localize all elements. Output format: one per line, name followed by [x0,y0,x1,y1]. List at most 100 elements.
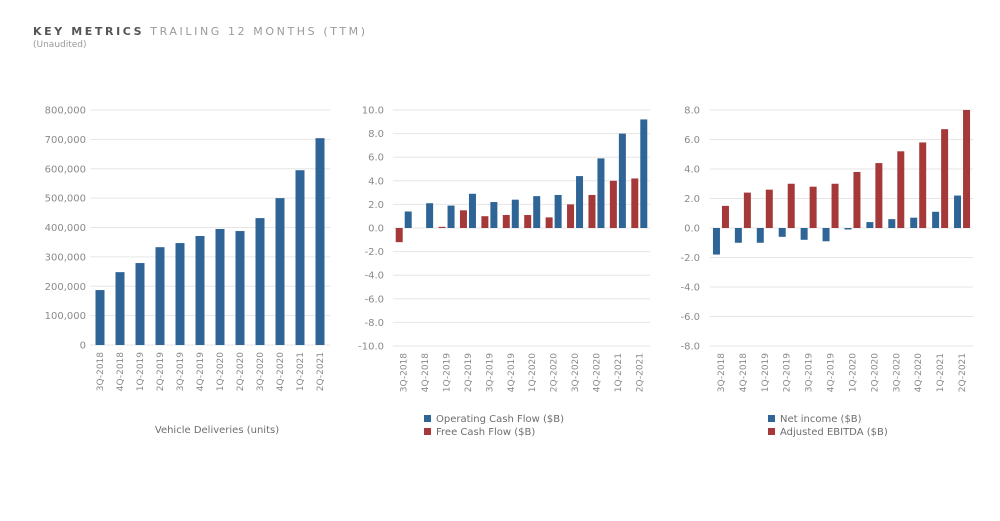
y-tick-label: -6.0 [680,312,700,323]
bar-adjusted-ebitda-b [743,192,751,228]
page-title: KEY METRICS TRAILING 12 MONTHS (TTM) [33,25,368,38]
bar-free-cash-flow-b [395,228,403,243]
bar-operating-cash-flow-b [490,202,498,228]
x-tick-label: 4Q-2018 [421,353,431,392]
bar-free-cash-flow-b [502,215,510,228]
y-tick-label: -2.0 [680,253,700,264]
x-tick-label: 1Q-2020 [848,353,858,392]
legend-swatch [768,428,775,435]
bar-vehicle-deliveries-units [155,247,165,345]
x-tick-label: 3Q-2019 [485,353,495,392]
x-axis-label: Vehicle Deliveries (units) [155,425,279,436]
bar-adjusted-ebitda-b [897,151,905,228]
legend-label: Operating Cash Flow ($B) [436,414,564,425]
bar-operating-cash-flow-b [511,199,519,228]
y-tick-label: 600,000 [45,164,86,175]
bar-vehicle-deliveries-units [195,236,205,345]
x-tick-label: 4Q-2020 [592,353,602,392]
x-tick-label: 1Q-2019 [761,353,771,392]
bar-free-cash-flow-b [481,216,489,228]
bar-operating-cash-flow-b [533,196,541,228]
bar-operating-cash-flow-b [447,205,455,228]
x-tick-label: 4Q-2018 [739,353,749,392]
y-tick-label: 0.0 [684,224,700,235]
y-tick-label: -2.0 [364,247,384,258]
y-tick-label: 200,000 [45,282,86,293]
bar-vehicle-deliveries-units [175,243,185,345]
y-tick-label: 4.0 [368,176,384,187]
bar-adjusted-ebitda-b [875,163,883,228]
bar-net-income-b [932,211,940,228]
x-tick-label: 3Q-2018 [400,353,410,392]
bar-free-cash-flow-b [567,204,575,228]
bar-net-income-b [800,228,808,240]
x-tick-label: 1Q-2021 [936,353,946,392]
y-tick-label: -8.0 [364,318,384,329]
page-title-rest: TRAILING 12 MONTHS (TTM) [150,25,368,38]
x-tick-label: 4Q-2020 [276,352,286,391]
bar-vehicle-deliveries-units [275,198,285,345]
x-tick-label: 3Q-2019 [176,352,186,391]
y-tick-label: 4.0 [684,165,700,176]
bar-operating-cash-flow-b [597,158,605,228]
bar-net-income-b [734,228,742,243]
x-tick-label: 3Q-2018 [717,353,727,392]
legend-swatch [424,428,431,435]
x-tick-label: 1Q-2021 [614,353,624,392]
bar-operating-cash-flow-b [618,133,626,228]
bar-net-income-b [910,217,918,228]
bar-adjusted-ebitda-b [853,171,861,228]
x-tick-label: 3Q-2018 [96,352,106,391]
y-tick-label: 2.0 [368,200,384,211]
bar-vehicle-deliveries-units [135,263,145,345]
page-title-strong: KEY METRICS [33,25,145,38]
x-tick-label: 2Q-2019 [156,352,166,391]
y-tick-label: -8.0 [680,342,700,353]
bar-adjusted-ebitda-b [809,186,817,228]
bar-free-cash-flow-b [459,210,467,228]
y-tick-label: 500,000 [45,194,86,205]
bar-net-income-b [778,228,786,237]
bar-net-income-b [844,228,852,230]
y-tick-label: 800,000 [45,106,86,117]
bar-vehicle-deliveries-units [235,231,245,345]
bar-adjusted-ebitda-b [721,205,729,228]
bar-vehicle-deliveries-units [315,138,325,345]
bar-adjusted-ebitda-b [787,183,795,228]
chart-1: 0 100,000 200,000 300,000 400,000 500,000 600,… [45,106,330,436]
bar-free-cash-flow-b [524,215,532,228]
bar-free-cash-flow-b [438,226,446,228]
chart-3: -8.0 -6.0 -4.0 -2.0 0.0 2.0 4.0 6.0 8.0 3Q-2018 4Q… [680,106,973,438]
y-tick-label: 700,000 [45,135,86,146]
x-tick-label: 4Q-2019 [196,352,206,391]
bar-vehicle-deliveries-units [255,218,265,345]
x-tick-label: 3Q-2020 [571,353,581,392]
x-tick-label: 3Q-2020 [892,353,902,392]
x-tick-label: 1Q-2020 [216,352,226,391]
legend-label: Net income ($B) [780,414,862,425]
bar-operating-cash-flow-b [640,119,648,228]
bar-vehicle-deliveries-units [215,228,225,345]
legend-swatch [424,415,431,422]
x-tick-label: 4Q-2018 [116,352,126,391]
x-tick-label: 2Q-2021 [316,352,326,391]
bar-vehicle-deliveries-units [95,290,105,345]
x-tick-label: 1Q-2019 [136,352,146,391]
y-tick-label: -4.0 [364,271,384,282]
bar-net-income-b [712,228,720,255]
x-tick-label: 2Q-2020 [550,353,560,392]
bar-operating-cash-flow-b [426,203,434,228]
y-tick-label: 0 [80,341,86,352]
y-tick-label: 2.0 [684,194,700,205]
bar-net-income-b [954,195,962,228]
bar-adjusted-ebitda-b [765,189,773,228]
bar-net-income-b [756,228,764,243]
legend-label: Adjusted EBITDA ($B) [780,427,888,438]
y-tick-label: 8.0 [684,106,700,117]
x-tick-label: 4Q-2020 [914,353,924,392]
x-tick-label: 1Q-2021 [296,352,306,391]
bar-free-cash-flow-b [631,178,639,228]
chart-2: -10.0 -8.0 -6.0 -4.0 -2.0 0.0 2.0 4.0 6.0 8.0 10.0… [358,106,650,438]
bar-adjusted-ebitda-b [941,129,949,228]
x-tick-label: 2Q-2021 [635,353,645,392]
